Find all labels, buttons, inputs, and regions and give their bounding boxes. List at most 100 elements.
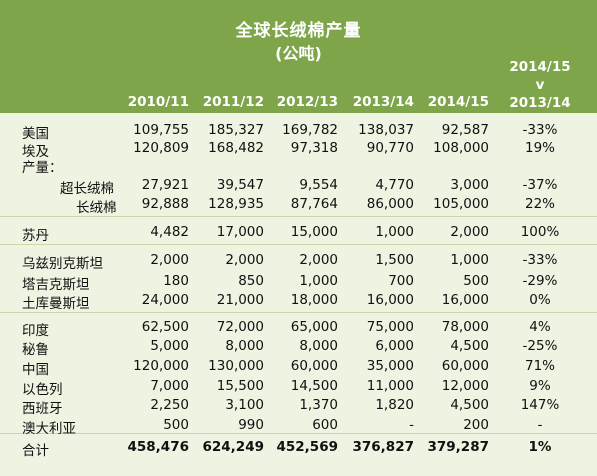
table-cell: 200 [463,417,489,433]
row-divider [0,433,597,434]
table-cell: 24,000 [141,292,189,308]
row-label: 秘鲁 [22,342,49,358]
change-cell: 19% [524,140,555,156]
table-cell: 1,000 [375,224,414,240]
table-cell: 500 [163,417,189,433]
table-cell: 1,500 [375,252,414,268]
table-cell: 2,000 [150,252,189,268]
table-header: 全球长绒棉产量 (公吨) 2010/11 2011/12 2012/13 201… [0,0,597,113]
table-cell: 27,921 [141,177,189,193]
table-cell: 75,000 [366,319,414,335]
change-cell: 4% [529,319,551,335]
table-cell: 185,327 [208,122,264,138]
comparison-header: 2014/15 v 2013/14 [495,58,585,112]
row-label: 美国 [22,126,49,142]
table-cell: 700 [388,273,414,289]
table-row: 苏丹 4,482 17,000 15,000 1,000 2,000 100% [0,224,597,244]
change-cell: -29% [522,273,558,289]
change-cell: -33% [522,122,558,138]
table-cell: 92,587 [441,122,489,138]
row-label: 产量： [22,160,63,176]
table-row: 澳大利亚 500 990 600 - 200 - [0,417,597,437]
table-cell: 60,000 [290,358,338,374]
table-cell: 500 [463,273,489,289]
table-cell: 2,000 [225,252,264,268]
row-label: 西班牙 [22,401,63,417]
row-label: 以色列 [22,382,63,398]
table-row: 秘鲁 5,000 8,000 8,000 6,000 4,500 -25% [0,338,597,358]
table-cell: 1,820 [375,397,414,413]
table-cell: 128,935 [208,196,264,212]
table-row: 超长绒棉 27,921 39,547 9,554 4,770 3,000 -37% [0,177,597,197]
row-label: 澳大利亚 [22,421,76,437]
table-cell: 624,249 [202,439,265,455]
table-cell: 990 [238,417,264,433]
table-cell: 3,100 [225,397,264,413]
change-cell: 1% [528,439,552,455]
table-row: 长绒棉 92,888 128,935 87,764 86,000 105,000 22% [0,196,597,216]
row-label: 乌兹别克斯坦 [22,256,103,272]
column-header: 2012/13 [276,94,338,110]
table-cell: 35,000 [366,358,414,374]
comparison-header-line: 2014/15 [509,59,571,75]
table-cell: 60,000 [441,358,489,374]
table-cell: 15,000 [290,224,338,240]
table-cell: 2,000 [450,224,489,240]
table-title: 全球长绒棉产量 [235,21,362,41]
change-cell: - [537,417,543,433]
table-cell: - [409,417,414,433]
table-row: 塔吉克斯坦 180 850 1,000 700 500 -29% [0,273,597,293]
table-cell: 109,755 [133,122,189,138]
table-row: 印度 62,500 72,000 65,000 75,000 78,000 4% [0,319,597,339]
table-cell: 39,547 [216,177,264,193]
table-cell: 9,554 [299,177,338,193]
table-row: 产量： [0,156,597,176]
table-cell: 130,000 [208,358,264,374]
table-cell: 62,500 [141,319,189,335]
table-row: 乌兹别克斯坦 2,000 2,000 2,000 1,500 1,000 -33% [0,252,597,272]
table-cell: 18,000 [290,292,338,308]
column-header: 2011/12 [202,94,264,110]
table-subtitle: (公吨) [275,44,322,63]
row-label: 印度 [22,323,49,339]
change-cell: -33% [522,252,558,268]
change-cell: -37% [522,177,558,193]
table-cell: 7,000 [150,378,189,394]
table-cell: 4,500 [450,338,489,354]
table-cell: 86,000 [366,196,414,212]
table-cell: 2,000 [299,252,338,268]
table-cell: 65,000 [290,319,338,335]
table-cell: 168,482 [208,140,264,156]
table-cell: 458,476 [127,439,190,455]
column-header: 2014/15 [427,94,489,110]
table-cell: 90,770 [366,140,414,156]
table-cell: 14,500 [290,378,338,394]
table-row: 以色列 7,000 15,500 14,500 11,000 12,000 9% [0,378,597,398]
table-cell: 87,764 [290,196,338,212]
table-cell: 105,000 [433,196,489,212]
table-cell: 78,000 [441,319,489,335]
table-cell: 138,037 [358,122,414,138]
table-cell: 850 [238,273,264,289]
table-cell: 97,318 [290,140,338,156]
change-cell: 0% [529,292,551,308]
row-label: 埃及 [22,144,49,160]
comparison-header-line: v [535,77,545,93]
table-cell: 169,782 [282,122,338,138]
table-cell: 120,809 [133,140,189,156]
row-label: 中国 [22,362,49,378]
table-row: 美国 109,755 185,327 169,782 138,037 92,587 -33% [0,122,597,142]
table-row: 埃及 120,809 168,482 97,318 90,770 108,000 19% [0,140,597,160]
table-cell: 17,000 [216,224,264,240]
table-row: 土库曼斯坦 24,000 21,000 18,000 16,000 16,000 0% [0,292,597,312]
table-cell: 16,000 [366,292,414,308]
table-cell: 1,000 [450,252,489,268]
table-cell: 1,000 [299,273,338,289]
table-row: 合计 458,476 624,249 452,569 376,827 379,287 1% [0,439,597,459]
table-cell: 16,000 [441,292,489,308]
table-cell: 72,000 [216,319,264,335]
table-cell: 21,000 [216,292,264,308]
table-cell: 120,000 [133,358,189,374]
row-label: 长绒棉 [76,200,117,216]
table-cell: 5,000 [150,338,189,354]
